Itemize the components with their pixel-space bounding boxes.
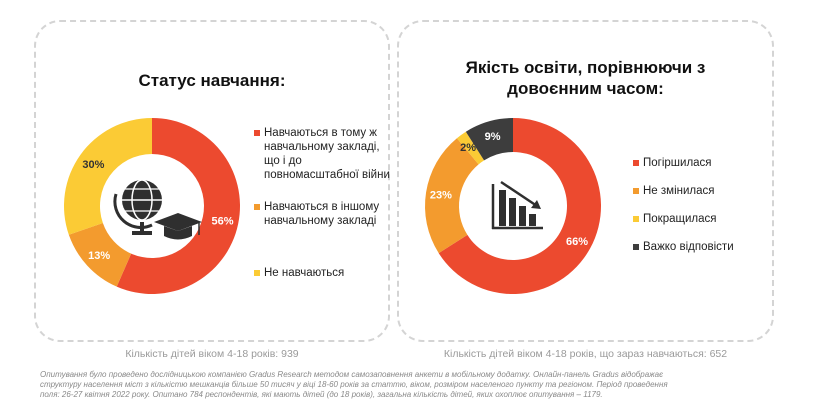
- legend-study-status: Навчаються в тому ж навчальному закладі,…: [254, 126, 390, 306]
- legend-label: Навчаються в іншому навчальному закладі: [264, 201, 380, 227]
- legend-label: Важко відповісти: [643, 241, 734, 253]
- globe-graduation-cap-icon: [113, 179, 202, 240]
- data-label: 2%: [460, 142, 476, 154]
- donut-slice: [465, 118, 513, 161]
- legend-label: Не змінилася: [643, 185, 715, 197]
- donut-chart-study-status: 56% 13% 30%: [63, 118, 240, 294]
- chart-title: Статус навчання:: [138, 71, 286, 90]
- legend-swatch: [254, 204, 260, 210]
- legend-item: Не змінилася: [633, 184, 773, 198]
- legend-label: Навчаються в тому ж навчальному закладі,…: [264, 127, 390, 181]
- legend-label: Погіршилася: [643, 157, 712, 169]
- data-label: 30%: [82, 159, 104, 171]
- data-label: 56%: [211, 216, 233, 228]
- donut-slice: [456, 131, 485, 165]
- legend-item: Навчаються в тому ж навчальному закладі,…: [254, 126, 390, 182]
- chart-title: Якість освіти, порівнюючи з довоєнним ча…: [465, 58, 706, 98]
- chart-panel-study-status: Статус навчання: 56% 13% 30% Навчаються в …: [34, 20, 390, 342]
- legend-item: Не навчаються: [254, 266, 390, 280]
- donut-slice: [438, 118, 601, 294]
- legend-swatch: [633, 188, 639, 194]
- legend-swatch: [254, 130, 260, 136]
- donut-slice: [425, 138, 479, 254]
- sample-size-caption: Кількість дітей віком 4-18 років: 939: [125, 348, 299, 360]
- legend-education-quality: Погіршилася Не змінилася Покращилася Важко …: [633, 156, 773, 296]
- legend-item: Покращилася: [633, 212, 773, 226]
- donut-slice: [68, 223, 132, 287]
- legend-swatch: [633, 160, 639, 166]
- legend-item: Погіршилася: [633, 156, 773, 170]
- donut-slice: [63, 118, 153, 235]
- legend-label: Не навчаються: [264, 267, 345, 279]
- legend-item: Навчаються в іншому навчальному закладі: [254, 200, 390, 228]
- chart-panel-education-quality: Якість освіти, порівнюючи з довоєнним ча…: [397, 20, 774, 342]
- donut-chart-education-quality: 66% 23% 2% 9%: [425, 118, 601, 294]
- donut-slice: [116, 118, 240, 294]
- legend-swatch: [633, 244, 639, 250]
- legend-swatch: [254, 270, 260, 276]
- legend-item: Важко відповісти: [633, 240, 773, 254]
- data-label: 13%: [88, 250, 110, 262]
- legend-label: Покращилася: [643, 213, 717, 225]
- data-label: 66%: [566, 236, 588, 248]
- declining-bar-chart-icon: [491, 180, 543, 230]
- data-label: 23%: [430, 190, 452, 202]
- sample-size-caption: Кількість дітей віком 4-18 років, що зар…: [443, 348, 728, 360]
- methodology-footnote: Опитування було проведено дослідницькою …: [40, 370, 668, 399]
- data-label: 9%: [485, 131, 501, 143]
- legend-swatch: [633, 216, 639, 222]
